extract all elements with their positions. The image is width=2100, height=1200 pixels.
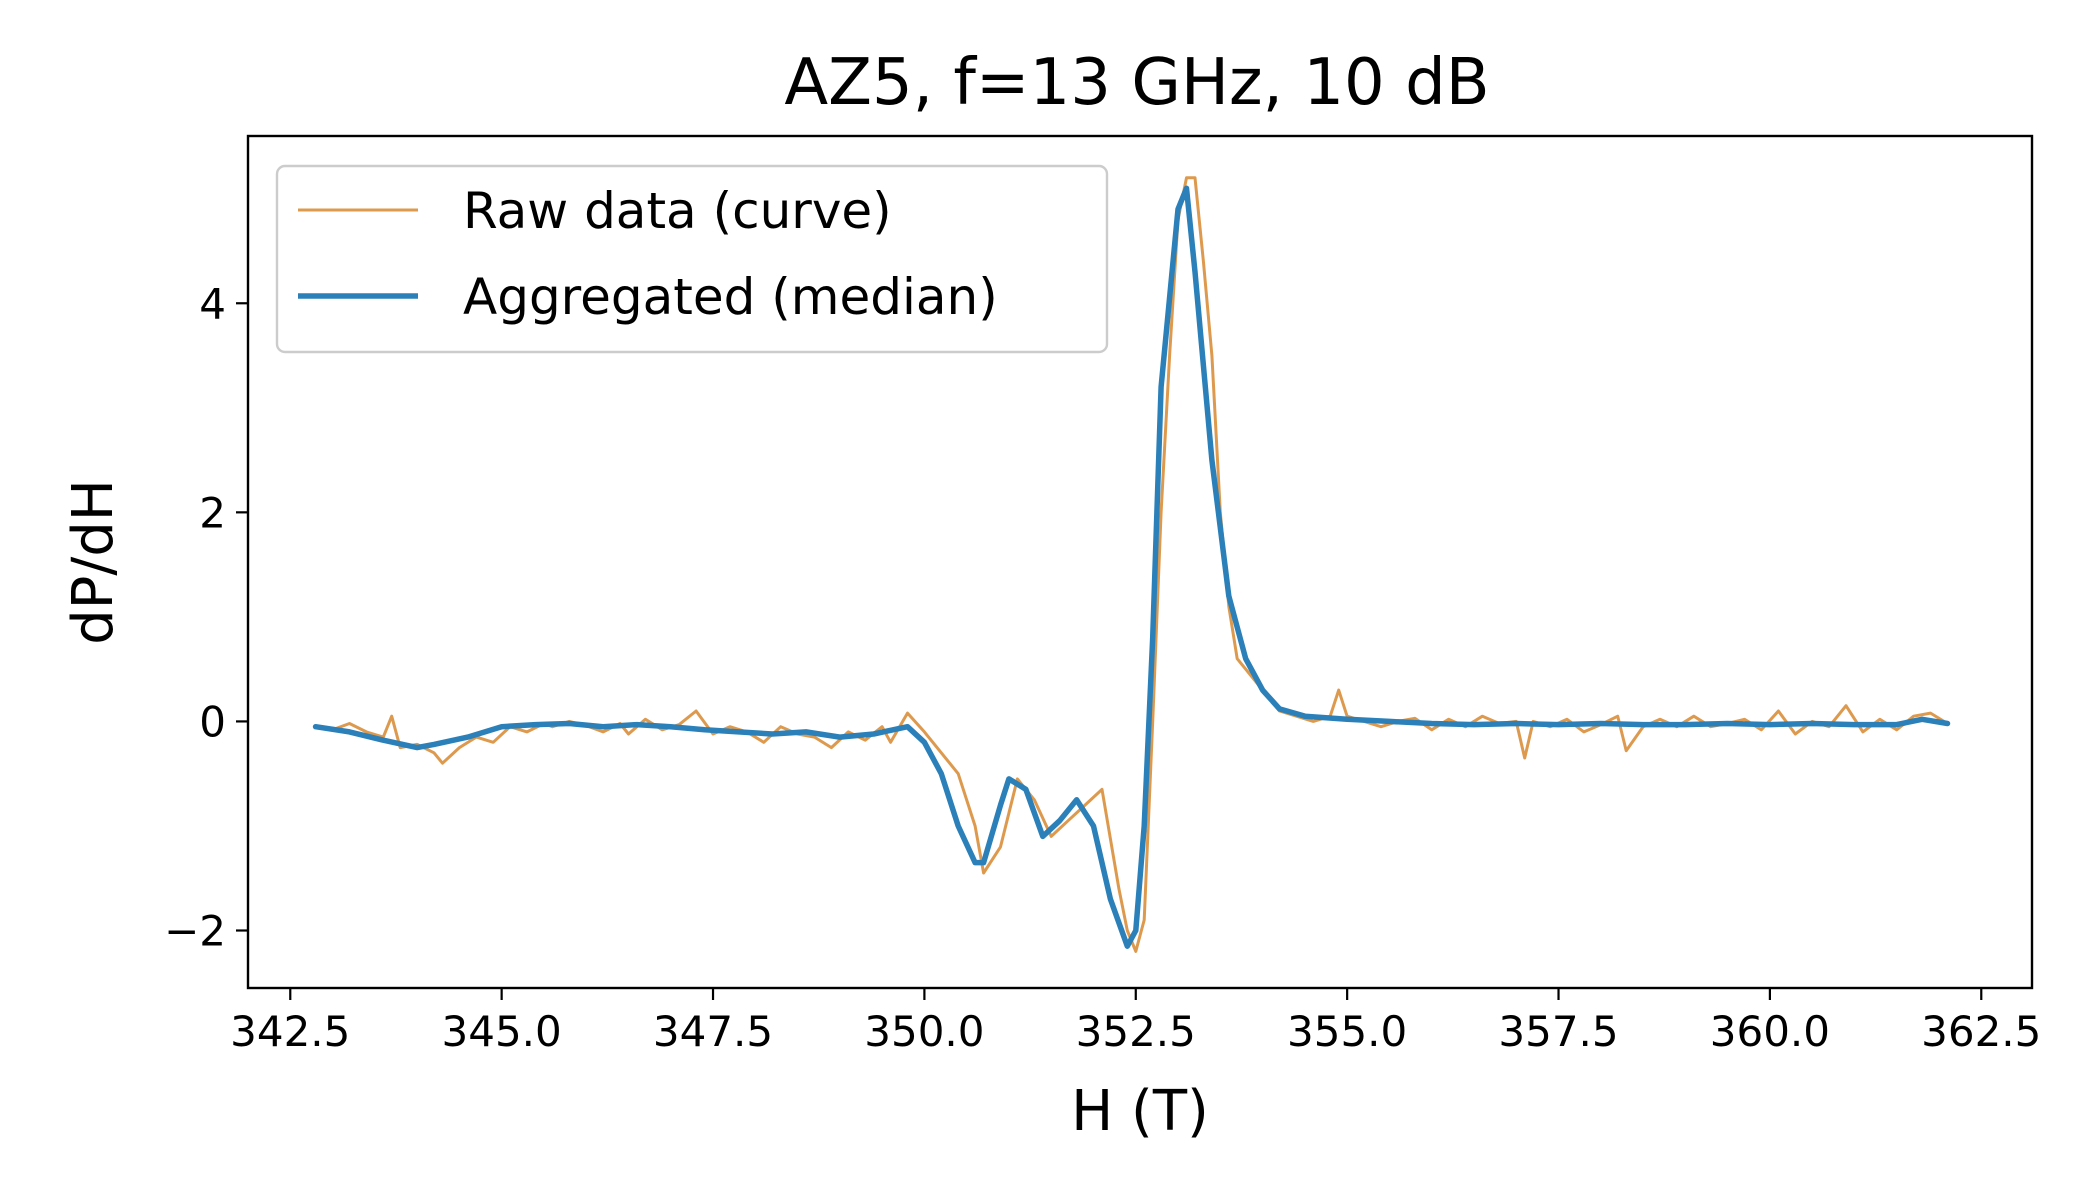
series-line-aggregated-median (312, 185, 1951, 949)
x-tick-label: 350.0 (864, 1007, 984, 1056)
legend-box (275, 164, 1109, 354)
x-tick-label: 362.5 (1921, 1007, 2041, 1056)
legend-label-aggregated: Aggregated (median) (463, 268, 998, 326)
plot-area: 342.5 345.0 347.5 350.0 352.5 355.0 357.5 360.0… (164, 134, 2041, 1056)
y-tick-label: −2 (164, 907, 226, 956)
x-tick-label: 357.5 (1498, 1007, 1618, 1056)
legend-label-raw: Raw data (curve) (463, 182, 892, 240)
series-layer (312, 176, 1951, 953)
x-tick-label: 352.5 (1076, 1007, 1196, 1056)
y-axis-label: dP/dH (61, 479, 126, 645)
y-tick-label: 2 (199, 488, 226, 537)
x-tick-label: 360.0 (1710, 1007, 1830, 1056)
x-tick-label: 355.0 (1287, 1007, 1407, 1056)
axes-frame (246, 134, 2034, 990)
x-tick-label: 342.5 (230, 1007, 350, 1056)
chart-title: AZ5, f=13 GHz, 10 dB (784, 46, 1489, 120)
legend: Raw data (curve) Aggregated (median) (275, 164, 1109, 354)
x-axis-ticks: 342.5 345.0 347.5 350.0 352.5 355.0 357.5 360.0… (230, 988, 2041, 1056)
x-axis-label: H (T) (1071, 1079, 1209, 1144)
y-tick-label: 4 (199, 279, 226, 328)
y-axis-ticks: −2 0 2 4 (164, 279, 248, 956)
y-tick-label: 0 (199, 697, 226, 746)
x-tick-label: 347.5 (653, 1007, 773, 1056)
x-tick-label: 345.0 (442, 1007, 562, 1056)
